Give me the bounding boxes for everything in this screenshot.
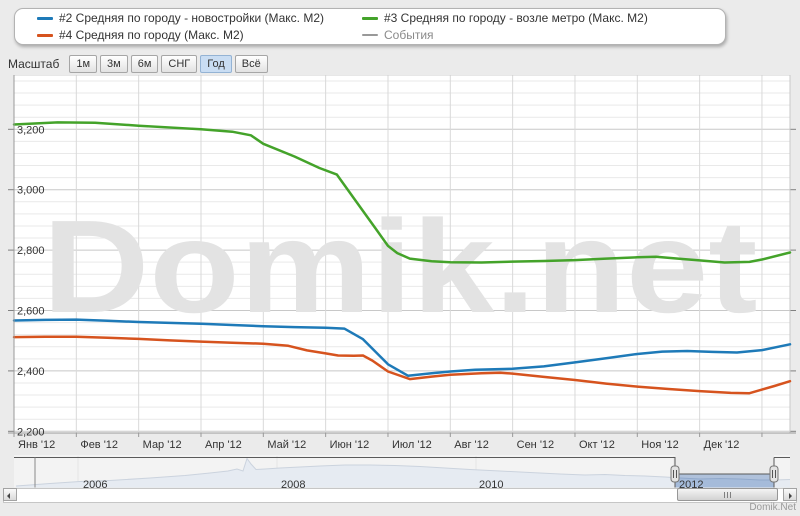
nav-year-label: 2006 — [83, 479, 107, 490]
navigator-scrollbar[interactable] — [3, 488, 797, 503]
main-chart: Domik.net 2,200 2,400 2,600 2,800 3,000 3,200 Я… — [8, 75, 796, 451]
legend-item-srednyaya[interactable]: #4 Средняя по городу (Макс. М2) — [37, 28, 362, 43]
grip-icon — [723, 492, 732, 498]
scrollbar-right-button[interactable] — [783, 488, 797, 501]
series-line-1 — [12, 335, 792, 395]
y-axis-label: 3,200 — [17, 124, 45, 136]
range-button-year[interactable]: Год — [200, 55, 232, 73]
credits-label: Domik.Net — [749, 502, 796, 513]
x-axis-label: Апр '12 — [205, 439, 242, 451]
series-line-0 — [12, 318, 792, 377]
legend-item-label: #4 Средняя по городу (Макс. М2) — [59, 28, 244, 42]
scrollbar-thumb[interactable] — [677, 488, 778, 501]
legend-item-events[interactable]: События — [362, 28, 725, 43]
legend-item-novostroyki[interactable]: #2 Средняя по городу - новостройки (Макс… — [37, 11, 362, 26]
legend: #2 Средняя по городу - новостройки (Макс… — [14, 8, 726, 45]
y-axis-label: 2,400 — [17, 366, 45, 378]
navigator: 2006 2008 2010 2012 — [14, 455, 791, 490]
legend-item-label: #2 Средняя по городу - новостройки (Макс… — [59, 11, 325, 25]
nav-handle-right[interactable] — [769, 465, 779, 483]
range-selector: Масштаб 1м 3м 6м СНГ Год Всё — [8, 54, 271, 74]
range-button-ytd[interactable]: СНГ — [161, 55, 198, 73]
nav-year-label: 2012 — [679, 479, 703, 490]
watermark: Domik.net — [43, 193, 758, 340]
nav-selected-range[interactable] — [675, 474, 774, 488]
series-dash-icon — [37, 16, 53, 20]
nav-year-label: 2008 — [281, 479, 305, 490]
range-selector-label: Масштаб — [8, 57, 60, 71]
x-axis-label: Сен '12 — [517, 439, 555, 451]
series-dash-icon — [362, 34, 378, 36]
range-button-3m[interactable]: 3м — [100, 55, 128, 73]
x-axis-label: Окт '12 — [579, 439, 615, 451]
nav-outline — [14, 457, 790, 488]
scrollbar-left-button[interactable] — [3, 488, 17, 501]
range-button-all[interactable]: Всё — [234, 55, 268, 73]
nav-area-series — [16, 458, 790, 488]
x-axis-label: Июл '12 — [392, 439, 432, 451]
x-axis-label: Дек '12 — [704, 439, 740, 451]
y-axis-label: 3,000 — [17, 185, 45, 197]
arrow-left-icon — [7, 492, 10, 499]
handle-grip-icon[interactable] — [670, 465, 680, 483]
x-axis-label: Июн '12 — [330, 439, 370, 451]
handle-grip-icon[interactable] — [769, 465, 779, 483]
legend-item-vozle-metro[interactable]: #3 Средняя по городу - возле метро (Макс… — [362, 11, 725, 26]
x-axis-label: Фев '12 — [80, 439, 118, 451]
nav-year-label: 2010 — [479, 479, 503, 490]
legend-item-label: События — [384, 28, 434, 42]
arrow-right-icon — [789, 492, 792, 499]
nav-mask-left — [14, 455, 675, 488]
series-dash-icon — [362, 16, 378, 20]
x-axis-label: Авг '12 — [454, 439, 489, 451]
x-axis-label: Янв '12 — [18, 439, 55, 451]
y-axis-label: 2,600 — [17, 306, 45, 318]
y-axis-label: 2,200 — [17, 426, 45, 438]
series-dash-icon — [37, 33, 53, 37]
x-axis-label: Май '12 — [267, 439, 306, 451]
y-axis-label: 2,800 — [17, 245, 45, 257]
x-axis-label: Мар '12 — [143, 439, 182, 451]
range-button-1m[interactable]: 1м — [69, 55, 98, 73]
range-button-6m[interactable]: 6м — [130, 55, 159, 73]
x-axis-label: Ноя '12 — [641, 439, 678, 451]
legend-item-label: #3 Средняя по городу - возле метро (Макс… — [384, 11, 648, 25]
nav-handle-left[interactable] — [670, 465, 680, 483]
series-line-2 — [12, 121, 792, 264]
